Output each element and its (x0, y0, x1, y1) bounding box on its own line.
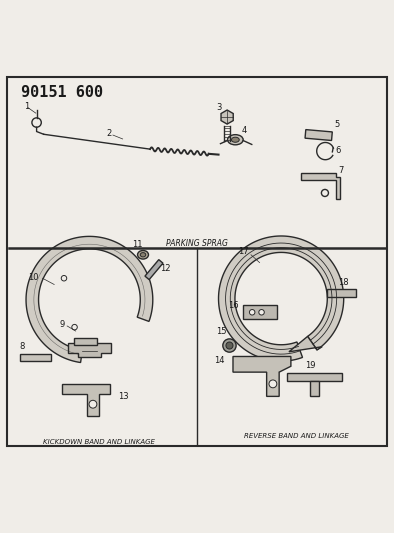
Text: 3: 3 (216, 103, 221, 112)
Text: REVERSE BAND AND LINKAGE: REVERSE BAND AND LINKAGE (244, 432, 349, 439)
Polygon shape (219, 236, 344, 361)
Text: 11: 11 (132, 240, 143, 249)
Text: 2: 2 (106, 129, 112, 138)
Ellipse shape (140, 253, 146, 257)
Text: 10: 10 (28, 273, 39, 282)
Text: 8: 8 (19, 342, 24, 351)
Text: 90151 600: 90151 600 (21, 85, 103, 100)
Text: 18: 18 (338, 278, 349, 287)
Circle shape (61, 276, 67, 281)
Polygon shape (74, 338, 97, 345)
Circle shape (269, 380, 277, 388)
Text: 15: 15 (216, 327, 227, 336)
Circle shape (89, 400, 97, 408)
Polygon shape (20, 354, 52, 361)
Polygon shape (243, 305, 277, 319)
Polygon shape (221, 110, 233, 124)
Ellipse shape (231, 137, 239, 142)
Circle shape (226, 342, 233, 349)
Polygon shape (305, 130, 332, 141)
Circle shape (249, 310, 255, 315)
Text: 9: 9 (59, 320, 65, 329)
Text: 19: 19 (305, 361, 316, 369)
Text: 16: 16 (228, 301, 238, 310)
Polygon shape (26, 236, 153, 362)
Text: 4: 4 (241, 126, 247, 135)
Text: 17: 17 (238, 247, 249, 256)
Text: 13: 13 (118, 392, 128, 401)
Ellipse shape (138, 251, 149, 259)
Polygon shape (62, 384, 110, 416)
Polygon shape (301, 173, 340, 199)
Text: KICKDOWN BAND AND LINKAGE: KICKDOWN BAND AND LINKAGE (43, 439, 155, 445)
Circle shape (259, 310, 264, 315)
Circle shape (72, 325, 77, 330)
Polygon shape (145, 260, 163, 280)
Polygon shape (310, 381, 319, 395)
Text: PARKING SPRAG: PARKING SPRAG (166, 239, 228, 248)
Text: 7: 7 (338, 166, 344, 175)
Polygon shape (289, 336, 322, 352)
Polygon shape (68, 343, 111, 357)
Polygon shape (287, 373, 342, 381)
Text: 14: 14 (214, 356, 225, 365)
Circle shape (223, 339, 236, 352)
Text: 1: 1 (24, 102, 30, 111)
Ellipse shape (227, 135, 243, 145)
Text: 5: 5 (335, 120, 340, 130)
Text: 6: 6 (335, 146, 340, 155)
Circle shape (322, 189, 329, 197)
Text: 12: 12 (160, 264, 170, 273)
Polygon shape (327, 289, 357, 297)
Polygon shape (233, 357, 291, 397)
